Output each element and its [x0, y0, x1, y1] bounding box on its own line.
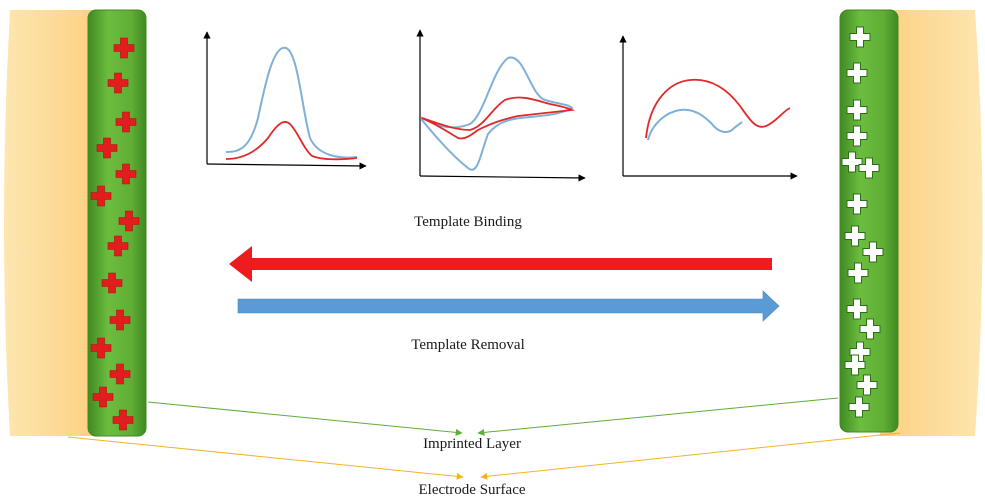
imprinted-layer-pointers [147, 397, 839, 436]
binding-arrow [229, 246, 772, 282]
electrode-surface-pointers [67, 432, 901, 480]
imprinted-layer-label: Imprinted Layer [423, 436, 521, 452]
plot-peak-signal [203, 31, 367, 170]
template-binding-label: Template Binding [414, 214, 522, 230]
removal-arrow [237, 290, 780, 322]
plot-wave-signal [619, 35, 798, 180]
left-imprinted-layer [87, 9, 147, 437]
right-electrode [880, 10, 983, 436]
plot-cyclic-voltammogram [416, 29, 586, 182]
left-electrode [4, 10, 100, 436]
electrode-surface-label: Electrode Surface [418, 482, 525, 498]
template-removal-label: Template Removal [411, 337, 525, 353]
